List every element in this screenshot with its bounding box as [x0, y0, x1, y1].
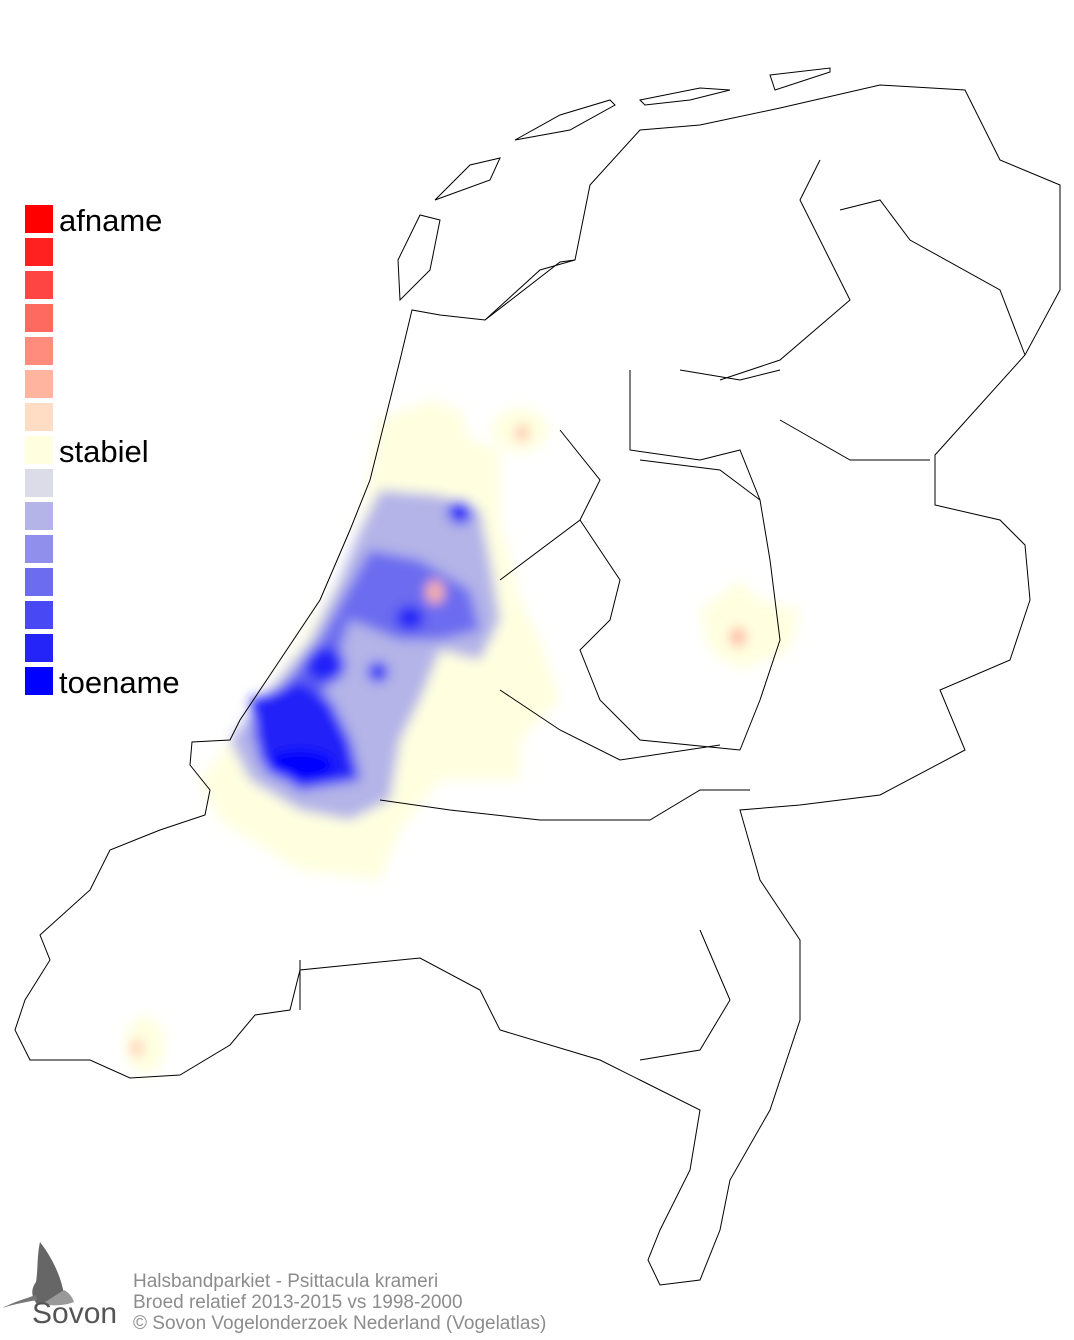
stable-area — [700, 580, 800, 670]
country-outline — [14, 67, 1061, 1286]
change-surface — [125, 400, 800, 1073]
bird-body — [42, 1290, 74, 1306]
island-outline — [638, 87, 731, 106]
legend-swatch — [25, 238, 53, 266]
bird-wing — [32, 1242, 64, 1305]
island-outline — [769, 67, 831, 91]
legend-label-decrease: afname — [59, 203, 163, 238]
strong-increase-area — [396, 606, 424, 630]
map-caption: Halsbandparkiet - Psittacula krameri Bro… — [133, 1271, 546, 1334]
strong-increase-area — [305, 647, 345, 683]
strong-increase-area — [448, 500, 472, 524]
legend-swatch — [25, 601, 53, 629]
legend-label-stable: stabiel — [59, 434, 149, 469]
legend-swatch — [25, 370, 53, 398]
decrease-area — [426, 580, 444, 604]
legend-swatch — [25, 634, 53, 662]
country-border — [14, 84, 1061, 1286]
decrease-area — [132, 1040, 142, 1056]
strong-increase-area — [265, 750, 335, 780]
island-outline — [434, 157, 501, 201]
legend-label-increase: toename — [59, 665, 180, 700]
island-outline — [514, 99, 616, 141]
species-title: Halsbandparkiet - Psittacula krameri — [133, 1271, 439, 1292]
legend-swatch — [25, 535, 53, 563]
bird-tail — [2, 1295, 37, 1308]
legend-swatch — [25, 436, 53, 464]
sovon-logo-text: Sovon — [32, 1297, 118, 1330]
legend-swatch — [25, 568, 53, 596]
period-comparison: Broed relatief 2013-2015 vs 1998-2000 — [133, 1292, 463, 1313]
island-outline — [397, 214, 441, 302]
legend-swatch — [25, 667, 53, 695]
legend-swatch — [25, 502, 53, 530]
legend-swatch — [25, 205, 53, 233]
internal-boundaries — [299, 159, 1026, 1061]
legend-swatch — [25, 271, 53, 299]
stable-area — [125, 1017, 165, 1073]
copyright: © Sovon Vogelonderzoek Nederland (Vogela… — [133, 1313, 547, 1334]
legend-swatch — [25, 304, 53, 332]
legend-swatch — [25, 337, 53, 365]
legend-swatch — [25, 403, 53, 431]
decrease-area — [516, 425, 528, 441]
decrease-area — [730, 627, 746, 647]
strong-increase-area — [368, 662, 388, 682]
sovon-logo-bird-icon — [2, 1242, 74, 1308]
legend-swatch — [25, 469, 53, 497]
